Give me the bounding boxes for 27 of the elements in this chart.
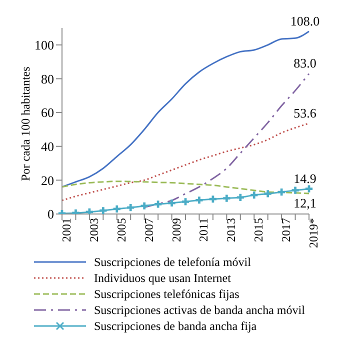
legend-label: Suscripciones telefónicas fijas — [94, 286, 240, 302]
data-label: 108.0 — [290, 13, 320, 28]
legend-label: Suscripciones de telefonía móvil — [94, 254, 251, 270]
data-label: 83.0 — [294, 56, 316, 71]
y-tick-label: 40 — [41, 138, 54, 154]
x-tick-label: 2001 — [60, 218, 74, 242]
data-label: 53.6 — [294, 105, 317, 120]
legend-label: Individuos que usan Internet — [94, 270, 231, 286]
x-tick-label: 2017 — [279, 218, 294, 242]
y-tick-label: 100 — [34, 38, 54, 53]
x-tick-label: 2007 — [142, 218, 156, 242]
legend-label: Suscripciones de banda ancha fija — [94, 318, 257, 334]
y-tick-label: 80 — [41, 71, 54, 86]
x-tick-label: 2013 — [224, 218, 238, 242]
x-tick-label: 2015 — [252, 218, 266, 242]
data-label: 14.9 — [294, 170, 316, 186]
x-tick-label: 2005 — [114, 218, 128, 242]
x-tick-label: 2003 — [86, 218, 101, 242]
y-tick-label: 60 — [41, 105, 54, 120]
legend-label: Suscripciones activas de banda ancha móvil — [94, 302, 305, 318]
x-tick-label: 2011 — [196, 218, 211, 242]
y-axis-title: Por cada 100 habitantes — [18, 66, 32, 181]
x-tick-label: 2009 — [169, 218, 184, 242]
y-tick-label: 0 — [48, 206, 54, 222]
data-label: 12,1 — [294, 196, 316, 211]
y-tick-label: 20 — [41, 172, 54, 188]
x-tick-label: 2019* — [306, 218, 321, 248]
